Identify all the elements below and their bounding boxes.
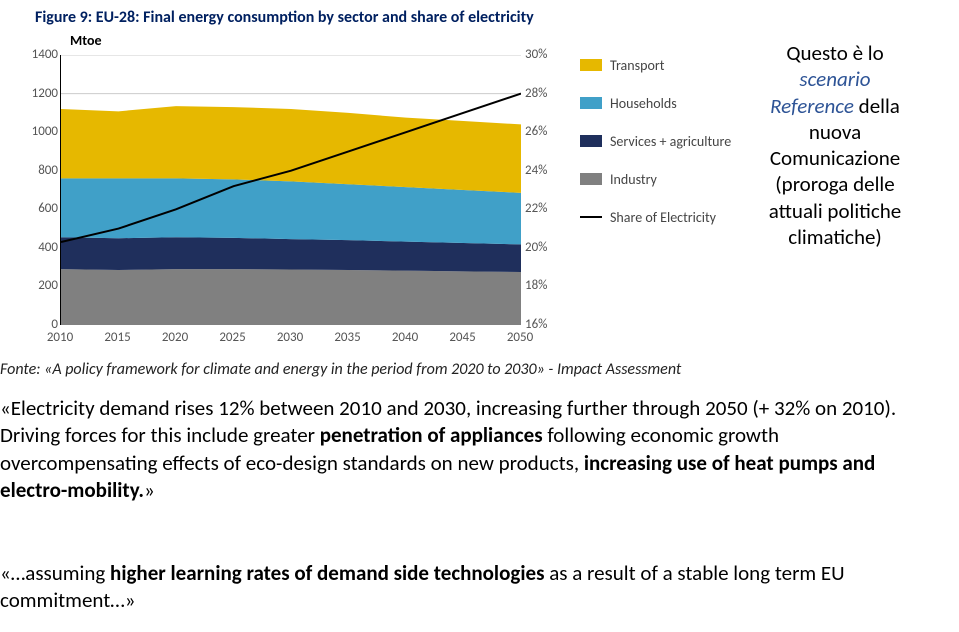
annotation-line: attuali politiche xyxy=(769,198,901,224)
y-tick-label: 800 xyxy=(20,163,58,178)
annotation-line: Reference xyxy=(770,93,854,119)
legend-swatch xyxy=(580,59,602,71)
y2-tick-label: 22% xyxy=(525,201,547,216)
legend-item: Services + agriculture xyxy=(580,131,731,151)
legend-swatch xyxy=(580,216,602,218)
annotation-text: Questo è lo scenario Reference della nuo… xyxy=(720,40,950,250)
annotation-line: nuova xyxy=(809,119,861,145)
legend-label: Households xyxy=(610,95,677,112)
annotation-line: climatiche) xyxy=(788,224,882,250)
legend-swatch xyxy=(580,173,602,185)
y-tick-label: 400 xyxy=(20,240,58,255)
y-tick-label: 1000 xyxy=(20,124,58,139)
text-run: «…assuming xyxy=(0,560,110,586)
bold-run: higher learning rates of demand side tec… xyxy=(110,560,549,586)
x-tick-label: 2030 xyxy=(270,330,310,345)
legend-label: Transport xyxy=(610,57,664,74)
y-tick-label: 200 xyxy=(20,278,58,293)
x-tick-label: 2040 xyxy=(385,330,425,345)
chart-svg xyxy=(61,55,521,325)
x-tick-label: 2035 xyxy=(328,330,368,345)
chart-area xyxy=(60,55,520,325)
annotation-line: (proroga delle xyxy=(775,171,894,197)
y-tick-label: 1200 xyxy=(20,86,58,101)
text-run: » xyxy=(144,477,155,503)
annotation-line: Comunicazione xyxy=(770,145,900,171)
x-tick-label: 2050 xyxy=(500,330,540,345)
legend-item: Share of Electricity xyxy=(580,207,731,227)
y2-tick-label: 16% xyxy=(525,317,547,332)
y2-tick-label: 24% xyxy=(525,163,547,178)
paragraph-1: «Electricity demand rises 12% between 20… xyxy=(0,395,940,504)
legend-swatch xyxy=(580,135,602,147)
annotation-line: Questo è lo xyxy=(786,40,883,66)
y2-tick-label: 18% xyxy=(525,278,547,293)
x-tick-label: 2045 xyxy=(443,330,483,345)
annotation-line: della xyxy=(854,93,900,119)
x-tick-label: 2015 xyxy=(98,330,138,345)
legend-label: Share of Electricity xyxy=(610,209,716,226)
y2-tick-label: 20% xyxy=(525,240,547,255)
chart-legend: Transport Households Services + agricultur… xyxy=(580,55,731,245)
x-tick-label: 2020 xyxy=(155,330,195,345)
x-tick-label: 2025 xyxy=(213,330,253,345)
y2-tick-label: 28% xyxy=(525,86,547,101)
paragraph-2: «…assuming higher learning rates of dema… xyxy=(0,560,940,615)
legend-item: Industry xyxy=(580,169,731,189)
y2-tick-label: 26% xyxy=(525,124,547,139)
x-tick-label: 2010 xyxy=(40,330,80,345)
legend-item: Transport xyxy=(580,55,731,75)
legend-swatch xyxy=(580,97,602,109)
y2-tick-label: 30% xyxy=(525,47,547,62)
legend-item: Households xyxy=(580,93,731,113)
y-tick-label: 600 xyxy=(20,201,58,216)
figure-title: Figure 9: EU-28: Final energy consumptio… xyxy=(35,8,534,27)
annotation-line: scenario xyxy=(799,66,870,92)
legend-label: Services + agriculture xyxy=(610,133,731,150)
y-tick-label: 1400 xyxy=(20,47,58,62)
y-axis-unit: Mtoe xyxy=(70,32,102,49)
legend-label: Industry xyxy=(610,171,657,188)
source-citation: Fonte: «A policy framework for climate a… xyxy=(0,360,681,379)
bold-run: penetration of appliances xyxy=(320,422,548,448)
